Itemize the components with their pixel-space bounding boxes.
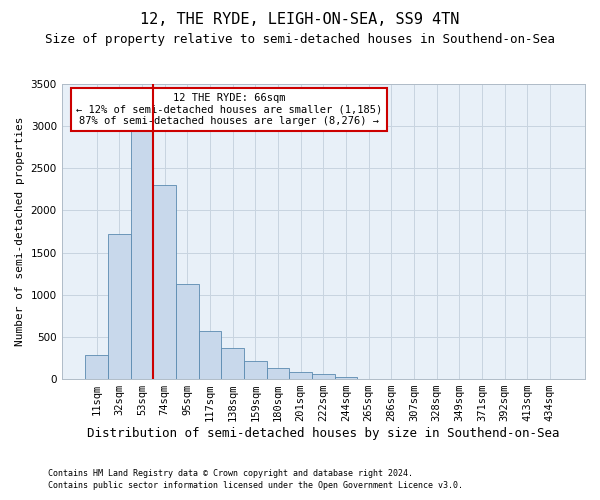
Bar [154, 185, 176, 379]
Bar [199, 331, 221, 379]
Bar [289, 372, 312, 379]
Bar [108, 234, 131, 379]
X-axis label: Distribution of semi-detached houses by size in Southend-on-Sea: Distribution of semi-detached houses by … [87, 427, 560, 440]
Bar [221, 348, 244, 379]
Text: 12, THE RYDE, LEIGH-ON-SEA, SS9 4TN: 12, THE RYDE, LEIGH-ON-SEA, SS9 4TN [140, 12, 460, 28]
Bar [244, 362, 266, 379]
Bar [176, 284, 199, 379]
Text: Contains public sector information licensed under the Open Government Licence v3: Contains public sector information licen… [48, 481, 463, 490]
Bar [312, 374, 335, 379]
Text: Contains HM Land Registry data © Crown copyright and database right 2024.: Contains HM Land Registry data © Crown c… [48, 468, 413, 477]
Text: 12 THE RYDE: 66sqm
← 12% of semi-detached houses are smaller (1,185)
87% of semi: 12 THE RYDE: 66sqm ← 12% of semi-detache… [76, 93, 382, 126]
Text: Size of property relative to semi-detached houses in Southend-on-Sea: Size of property relative to semi-detach… [45, 32, 555, 46]
Bar [266, 368, 289, 379]
Bar [85, 354, 108, 379]
Y-axis label: Number of semi-detached properties: Number of semi-detached properties [15, 117, 25, 346]
Bar [335, 376, 358, 379]
Bar [131, 105, 154, 379]
